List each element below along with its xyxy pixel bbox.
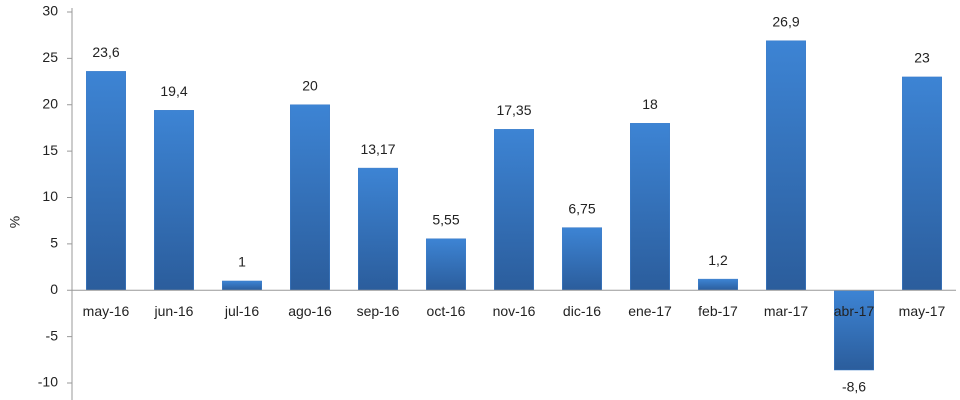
y-tick-label: 30: [42, 3, 58, 19]
value-label: -8,6: [842, 379, 866, 395]
y-tick-label: 0: [50, 281, 58, 297]
x-tick-label: oct-16: [427, 303, 466, 319]
value-label: 6,75: [568, 200, 595, 216]
y-axis-label: %: [7, 216, 23, 228]
value-label: 23,6: [92, 44, 119, 60]
y-tick-label: -5: [46, 327, 59, 343]
x-tick-label: ago-16: [288, 303, 332, 319]
bar: [222, 280, 262, 291]
x-tick-label: sep-16: [357, 303, 400, 319]
y-tick-label: 15: [42, 142, 58, 158]
bar: [766, 40, 806, 291]
value-label: 20: [302, 77, 318, 93]
x-tick-label: may-16: [83, 303, 130, 319]
y-tick-label: 25: [42, 49, 58, 65]
x-tick-label: mar-17: [764, 303, 809, 319]
bar: [86, 71, 126, 291]
x-tick-label: nov-16: [493, 303, 536, 319]
bar: [902, 76, 942, 291]
bar: [562, 227, 602, 291]
x-tick-label: ene-17: [628, 303, 672, 319]
value-label: 23: [914, 50, 930, 66]
value-label: 1: [238, 254, 246, 270]
value-label: 18: [642, 96, 658, 112]
x-tick-label: dic-16: [563, 303, 601, 319]
value-label: 1,2: [708, 252, 728, 268]
y-tick-label: 10: [42, 188, 58, 204]
x-tick-label: abr-17: [834, 303, 875, 319]
x-tick-label: jul-16: [224, 303, 259, 319]
x-tick-label: may-17: [899, 303, 946, 319]
x-tick-label: jun-16: [154, 303, 194, 319]
bar: [698, 278, 738, 291]
value-label: 5,55: [432, 211, 459, 227]
bar: [290, 104, 330, 291]
bar: [154, 110, 194, 291]
y-tick-label: 5: [50, 235, 58, 251]
y-tick-label: -10: [38, 374, 58, 390]
value-label: 13,17: [360, 141, 395, 157]
bar: [358, 167, 398, 291]
bar: [494, 129, 534, 291]
y-tick-label: 20: [42, 95, 58, 111]
value-label: 19,4: [160, 83, 187, 99]
value-label: 17,35: [496, 102, 531, 118]
value-label: 26,9: [772, 13, 799, 29]
x-tick-label: feb-17: [698, 303, 738, 319]
bar: [426, 238, 466, 291]
bar: [630, 123, 670, 291]
